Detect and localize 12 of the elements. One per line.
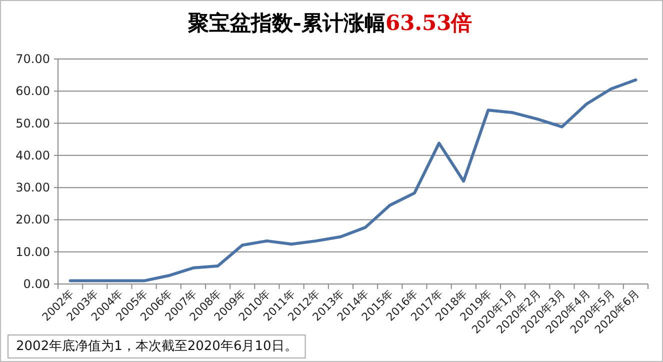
y-tick-label: 60.00 (16, 84, 50, 98)
y-tick-label: 30.00 (16, 180, 50, 195)
y-tick-label: 50.00 (16, 116, 50, 130)
chart-title: 聚宝盆指数-累计涨幅 (186, 10, 386, 35)
chart-subtitle: 63.53倍 (385, 10, 472, 35)
y-tick-label: 10.00 (16, 244, 50, 259)
y-tick-label: 20.00 (16, 212, 50, 227)
line-series (68, 78, 638, 282)
y-tick-label: 70.00 (16, 52, 50, 66)
y-tick-label: 0.00 (23, 277, 50, 291)
text: 2002年底净值为1，本次截至2020年6月10日。 (16, 339, 298, 354)
y-tick-label: 40.00 (16, 148, 50, 162)
